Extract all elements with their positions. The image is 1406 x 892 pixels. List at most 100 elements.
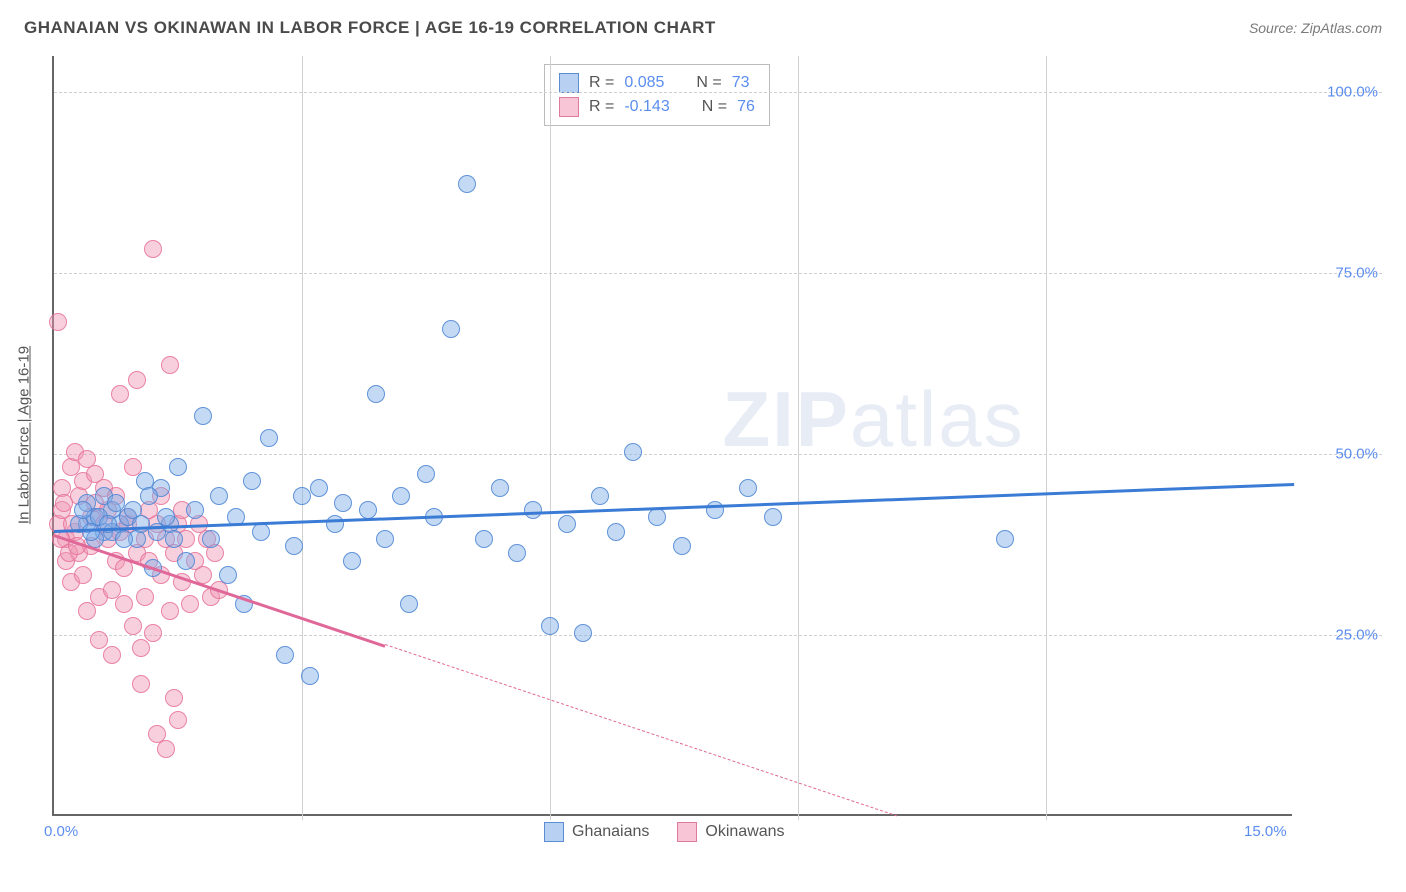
scatter-point-blue bbox=[186, 501, 204, 519]
scatter-point-pink bbox=[132, 639, 150, 657]
scatter-point-blue bbox=[417, 465, 435, 483]
gridline-h bbox=[54, 273, 1382, 274]
scatter-point-blue bbox=[169, 458, 187, 476]
scatter-point-pink bbox=[161, 356, 179, 374]
scatter-point-blue bbox=[243, 472, 261, 490]
scatter-point-blue bbox=[392, 487, 410, 505]
scatter-point-blue bbox=[442, 320, 460, 338]
scatter-point-blue bbox=[219, 566, 237, 584]
legend-r-value: 0.085 bbox=[624, 74, 664, 92]
scatter-point-blue bbox=[194, 407, 212, 425]
gridline-v bbox=[798, 56, 799, 820]
scatter-point-blue bbox=[475, 530, 493, 548]
scatter-point-pink bbox=[165, 689, 183, 707]
legend-series-pink: Okinawans bbox=[677, 822, 784, 842]
scatter-point-blue bbox=[310, 479, 328, 497]
scatter-point-blue bbox=[293, 487, 311, 505]
scatter-point-blue bbox=[210, 487, 228, 505]
chart-title: GHANAIAN VS OKINAWAN IN LABOR FORCE | AG… bbox=[24, 18, 716, 38]
scatter-point-blue bbox=[558, 515, 576, 533]
xtick-label: 15.0% bbox=[1244, 823, 1287, 840]
scatter-point-blue bbox=[157, 508, 175, 526]
scatter-point-blue bbox=[74, 501, 92, 519]
scatter-point-blue bbox=[739, 479, 757, 497]
legend-r-label: R = bbox=[589, 98, 614, 116]
scatter-point-pink bbox=[78, 602, 96, 620]
scatter-point-blue bbox=[624, 443, 642, 461]
scatter-point-blue bbox=[508, 544, 526, 562]
gridline-v bbox=[550, 56, 551, 820]
scatter-point-blue bbox=[260, 429, 278, 447]
ytick-label: 25.0% bbox=[1335, 627, 1378, 644]
scatter-point-pink bbox=[55, 494, 73, 512]
scatter-point-blue bbox=[648, 508, 666, 526]
scatter-point-pink bbox=[124, 617, 142, 635]
ytick-label: 75.0% bbox=[1335, 265, 1378, 282]
legend-r-label: R = bbox=[589, 74, 614, 92]
scatter-point-blue bbox=[177, 552, 195, 570]
source-attribution: Source: ZipAtlas.com bbox=[1249, 20, 1382, 36]
scatter-point-blue bbox=[574, 624, 592, 642]
scatter-point-blue bbox=[458, 175, 476, 193]
legend-n-label: N = bbox=[696, 74, 721, 92]
scatter-point-blue bbox=[376, 530, 394, 548]
gridline-v bbox=[1046, 56, 1047, 820]
scatter-point-blue bbox=[400, 595, 418, 613]
scatter-point-pink bbox=[49, 313, 67, 331]
legend-swatch-pink bbox=[677, 822, 697, 842]
scatter-point-pink bbox=[115, 595, 133, 613]
scatter-point-pink bbox=[144, 624, 162, 642]
ytick-label: 50.0% bbox=[1335, 446, 1378, 463]
scatter-point-blue bbox=[367, 385, 385, 403]
chart-container: ZIPatlas In Labor Force | Age 16-19 R = … bbox=[52, 56, 1382, 842]
ytick-label: 100.0% bbox=[1327, 84, 1378, 101]
scatter-point-blue bbox=[334, 494, 352, 512]
gridline-h bbox=[54, 92, 1382, 93]
legend-series-label: Okinawans bbox=[705, 823, 784, 841]
scatter-point-pink bbox=[132, 675, 150, 693]
scatter-point-blue bbox=[276, 646, 294, 664]
scatter-point-pink bbox=[128, 371, 146, 389]
regression-line-extrapolated bbox=[384, 644, 897, 817]
scatter-point-blue bbox=[541, 617, 559, 635]
regression-line bbox=[54, 483, 1294, 533]
legend-swatch-blue bbox=[559, 73, 579, 93]
scatter-point-blue bbox=[252, 523, 270, 541]
gridline-h bbox=[54, 454, 1382, 455]
gridline-v bbox=[302, 56, 303, 820]
scatter-point-blue bbox=[359, 501, 377, 519]
legend-n-value: 76 bbox=[737, 98, 755, 116]
scatter-point-blue bbox=[491, 479, 509, 497]
scatter-point-pink bbox=[136, 588, 154, 606]
legend-series-blue: Ghanaians bbox=[544, 822, 649, 842]
scatter-point-blue bbox=[202, 530, 220, 548]
scatter-point-blue bbox=[285, 537, 303, 555]
scatter-point-pink bbox=[161, 602, 179, 620]
gridline-h bbox=[54, 635, 1382, 636]
legend-series-label: Ghanaians bbox=[572, 823, 649, 841]
scatter-point-blue bbox=[165, 530, 183, 548]
legend-row: R = -0.143 N = 76 bbox=[559, 95, 755, 119]
series-legend: Ghanaians Okinawans bbox=[544, 822, 785, 842]
scatter-point-blue bbox=[591, 487, 609, 505]
scatter-point-blue bbox=[140, 487, 158, 505]
scatter-point-blue bbox=[607, 523, 625, 541]
scatter-point-blue bbox=[996, 530, 1014, 548]
scatter-point-blue bbox=[115, 530, 133, 548]
xtick-label: 0.0% bbox=[44, 823, 78, 840]
legend-r-value: -0.143 bbox=[624, 98, 669, 116]
scatter-point-pink bbox=[74, 566, 92, 584]
scatter-point-blue bbox=[132, 515, 150, 533]
plot-area: ZIPatlas In Labor Force | Age 16-19 R = … bbox=[52, 56, 1292, 816]
scatter-point-blue bbox=[343, 552, 361, 570]
scatter-point-pink bbox=[144, 240, 162, 258]
scatter-point-blue bbox=[107, 494, 125, 512]
scatter-point-blue bbox=[673, 537, 691, 555]
scatter-point-pink bbox=[169, 711, 187, 729]
scatter-point-blue bbox=[764, 508, 782, 526]
correlation-legend: R = 0.085N = 73R = -0.143N = 76 bbox=[544, 64, 770, 126]
scatter-point-pink bbox=[111, 385, 129, 403]
legend-swatch-blue bbox=[544, 822, 564, 842]
y-axis-label: In Labor Force | Age 16-19 bbox=[16, 346, 33, 524]
legend-n-label: N = bbox=[702, 98, 727, 116]
